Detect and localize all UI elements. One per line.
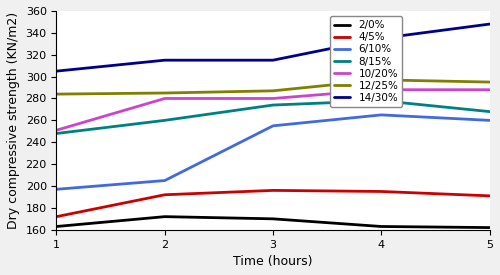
12/25% — [486, 80, 492, 84]
Line: 8/15%: 8/15% — [56, 101, 490, 133]
4/5% — [486, 194, 492, 197]
Line: 6/10%: 6/10% — [56, 115, 490, 189]
6/10% — [270, 124, 276, 128]
10/20% — [162, 97, 168, 100]
14/30% — [378, 37, 384, 40]
4/5% — [162, 193, 168, 196]
6/10% — [162, 179, 168, 182]
X-axis label: Time (hours): Time (hours) — [234, 255, 313, 268]
12/25% — [162, 91, 168, 95]
14/30% — [162, 59, 168, 62]
8/15% — [378, 99, 384, 102]
4/5% — [378, 190, 384, 193]
Line: 4/5%: 4/5% — [56, 190, 490, 217]
Line: 2/0%: 2/0% — [56, 217, 490, 228]
8/15% — [162, 119, 168, 122]
Line: 14/30%: 14/30% — [56, 24, 490, 71]
10/20% — [54, 128, 60, 132]
12/25% — [54, 92, 60, 96]
6/10% — [486, 119, 492, 122]
14/30% — [54, 70, 60, 73]
4/5% — [54, 215, 60, 218]
6/10% — [378, 113, 384, 117]
2/0% — [378, 225, 384, 228]
14/30% — [270, 59, 276, 62]
4/5% — [270, 189, 276, 192]
10/20% — [378, 88, 384, 91]
2/0% — [54, 225, 60, 228]
Line: 10/20%: 10/20% — [56, 90, 490, 130]
Y-axis label: Dry compressive strength (KN/m2): Dry compressive strength (KN/m2) — [7, 12, 20, 229]
6/10% — [54, 188, 60, 191]
10/20% — [486, 88, 492, 91]
8/15% — [54, 132, 60, 135]
14/30% — [486, 23, 492, 26]
2/0% — [486, 226, 492, 229]
8/15% — [270, 103, 276, 107]
2/0% — [162, 215, 168, 218]
12/25% — [270, 89, 276, 92]
2/0% — [270, 217, 276, 221]
Legend: 2/0%, 4/5%, 6/10%, 8/15%, 10/20%, 12/25%, 14/30%: 2/0%, 4/5%, 6/10%, 8/15%, 10/20%, 12/25%… — [330, 16, 402, 107]
Line: 12/25%: 12/25% — [56, 80, 490, 94]
8/15% — [486, 110, 492, 113]
12/25% — [378, 78, 384, 81]
10/20% — [270, 97, 276, 100]
